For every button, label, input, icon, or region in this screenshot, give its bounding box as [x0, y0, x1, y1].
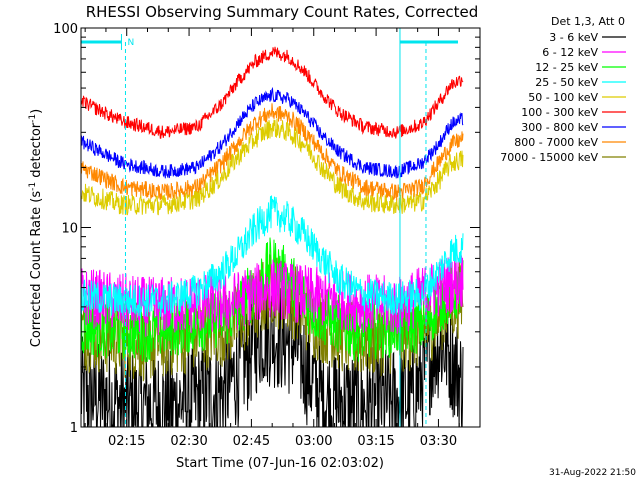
legend-label-25-50-kev: 25 - 50 keV — [535, 76, 598, 89]
legend: Det 1,3, Att 0 3 - 6 keV 6 - 12 keV 12 - 2… — [500, 15, 626, 164]
series-line-25-50-kev — [81, 195, 464, 318]
x-axis-ticks: 02:15 02:30 02:45 03:00 03:15 03:30 — [84, 28, 460, 449]
legend-label-3-6-kev: 3 - 6 keV — [549, 31, 598, 44]
legend-header: Det 1,3, Att 0 — [551, 15, 625, 28]
x-tick-label-02:30: 02:30 — [170, 434, 207, 449]
legend-label-50-100-kev: 50 - 100 keV — [528, 91, 598, 104]
y-axis-ticks: 1 10 100 — [53, 22, 480, 436]
footer-timestamp: 31-Aug-2022 21:50 — [549, 468, 636, 478]
y-tick-label-100: 100 — [53, 22, 78, 37]
x-tick-label-03:15: 03:15 — [357, 434, 394, 449]
y-tick-label-1: 1 — [70, 421, 78, 436]
series-line-300-800-kev — [81, 86, 464, 179]
x-tick-label-02:15: 02:15 — [108, 434, 145, 449]
series-line-100-300-kev — [81, 46, 464, 139]
series-layer — [81, 46, 464, 427]
series-line-50-100-kev — [81, 118, 464, 216]
series-line-3-6-kev — [81, 284, 464, 427]
legend-label-800-7000-kev: 800 - 7000 keV — [514, 136, 598, 149]
y-axis-label-sup1: -1 — [28, 182, 38, 191]
legend-label-6-12-kev: 6 - 12 keV — [542, 46, 598, 59]
y-axis-label-sup2: -1 — [28, 114, 38, 123]
x-tick-label-03:00: 03:00 — [295, 434, 332, 449]
y-axis-label-suffix: ) — [29, 109, 44, 114]
series-line-800-7000-kev — [81, 103, 464, 201]
x-axis-label: Start Time (07-Jun-16 02:03:02) — [176, 456, 384, 471]
legend-label-12-25-kev: 12 - 25 keV — [535, 61, 598, 74]
y-axis-label: Corrected Count Rate (s-1 detector-1) — [28, 109, 44, 347]
night-label: N — [127, 38, 134, 48]
y-axis-label-mid: detector — [29, 122, 44, 182]
legend-label-7000-15000-kev: 7000 - 15000 keV — [500, 151, 598, 164]
x-tick-label-03:30: 03:30 — [420, 434, 457, 449]
legend-label-100-300-kev: 100 - 300 keV — [521, 106, 598, 119]
x-tick-label-02:45: 02:45 — [233, 434, 270, 449]
y-tick-label-10: 10 — [61, 222, 78, 237]
chart-title: RHESSI Observing Summary Count Rates, Co… — [86, 3, 479, 21]
y-axis-label-prefix: Corrected Count Rate (s — [29, 191, 44, 348]
legend-label-300-800-kev: 300 - 800 keV — [521, 121, 598, 134]
